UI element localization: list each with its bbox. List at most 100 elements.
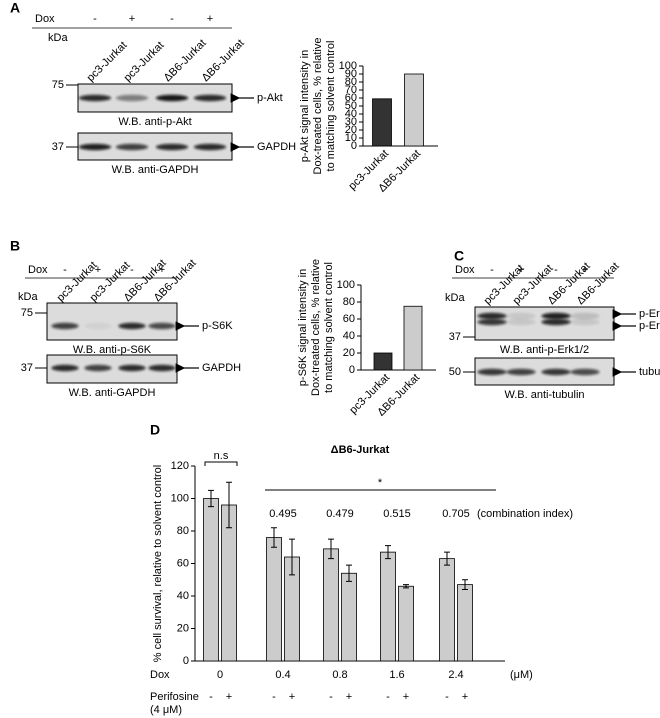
y-axis-label: to matching solvent control: [323, 262, 335, 393]
marker-label: 37: [21, 362, 33, 374]
band: [506, 368, 536, 376]
band: [148, 322, 176, 330]
y-tick-label: 60: [345, 92, 357, 104]
dox-label: Dox: [28, 264, 48, 276]
y-axis-label: p-S6K signal intensity in: [297, 269, 309, 386]
band: [541, 368, 571, 376]
dox-label: Dox: [455, 264, 475, 276]
treatment-sign: -: [272, 691, 276, 703]
y-tick-label: 100: [339, 60, 357, 72]
band: [84, 364, 112, 372]
y-tick-label: 20: [343, 347, 355, 359]
band: [570, 312, 600, 320]
y-tick-label: 70: [345, 84, 357, 96]
band: [155, 94, 189, 102]
kda-label: kDa: [48, 32, 68, 44]
treatment-sign: -: [386, 691, 390, 703]
dox-sign: -: [130, 264, 134, 276]
treatment-sign: +: [403, 691, 409, 703]
y-tick-label: 60: [177, 557, 189, 569]
panel-label: D: [150, 422, 160, 438]
error-bar: [462, 579, 468, 590]
band: [193, 143, 227, 151]
y-tick-label: 40: [177, 590, 189, 602]
target-label: p-Erk1: [639, 308, 660, 320]
error-bar: [208, 489, 214, 508]
y-tick-label: 10: [345, 132, 357, 144]
treatment-sign: -: [329, 691, 333, 703]
ns-bracket: [204, 461, 238, 466]
y-tick-label: 0: [183, 655, 189, 667]
band: [193, 94, 227, 102]
dox-sign: -: [554, 264, 558, 276]
dox-sign: -: [93, 13, 97, 25]
treatment-label: Perifosine: [150, 691, 199, 703]
error-bar: [403, 584, 409, 589]
y-axis-label: Dox-treated cells, % relative: [312, 38, 324, 175]
y-tick-label: 100: [337, 279, 355, 291]
dox-sign: -: [490, 264, 494, 276]
dox-sign: +: [207, 13, 213, 25]
error-bar: [444, 551, 450, 566]
bar: [266, 537, 282, 662]
target-label: GAPDH: [202, 362, 241, 374]
marker-label: 50: [449, 366, 461, 378]
band: [51, 322, 79, 330]
dox-sign: +: [582, 264, 588, 276]
treatment-sign: -: [209, 691, 213, 703]
ns-label: n.s: [214, 450, 229, 462]
treatment-sign: +: [346, 691, 352, 703]
blot-caption: W.B. anti-p-S6K: [73, 344, 152, 356]
panel-label: C: [454, 248, 464, 264]
error-bar: [346, 564, 352, 582]
blot: [46, 302, 178, 341]
band: [78, 143, 112, 151]
band: [51, 364, 79, 372]
band: [118, 322, 146, 330]
y-axis-label: % cell survival, relative to solvent con…: [152, 465, 164, 662]
band: [84, 322, 112, 330]
dox-label: Dox: [35, 13, 55, 25]
y-axis-label: Dox-treated cells, % relative: [310, 259, 322, 396]
y-tick-label: 90: [345, 68, 357, 80]
target-label: p-S6K: [202, 320, 233, 332]
kda-label: kDa: [445, 292, 465, 304]
band: [506, 318, 536, 326]
y-axis-label: to matching solvent control: [325, 41, 337, 172]
dox-sign: +: [518, 264, 524, 276]
dox-sign: +: [95, 264, 101, 276]
bar: [403, 305, 423, 371]
panel-label: B: [10, 238, 20, 254]
y-tick-label: 120: [171, 460, 189, 472]
y-axis-label: p-Akt signal intensity in: [299, 50, 311, 163]
bar: [457, 584, 473, 662]
sig-label: *: [378, 477, 383, 489]
treatment-sign: +: [289, 691, 295, 703]
bar: [373, 352, 393, 371]
panel-label: A: [10, 0, 20, 16]
marker-label: 37: [449, 331, 461, 343]
bar: [323, 548, 339, 662]
x-tick-label: 1.6: [389, 669, 404, 681]
combination-index: 0.495: [269, 508, 297, 520]
y-tick-label: 40: [343, 330, 355, 342]
y-tick-label: 100: [171, 492, 189, 504]
x-axis-label: Dox: [150, 669, 170, 681]
y-tick-label: 40: [345, 108, 357, 120]
treatment-sign: +: [226, 691, 232, 703]
dox-sign: -: [170, 13, 174, 25]
target-label: GAPDH: [257, 141, 296, 153]
dox-sign: +: [159, 264, 165, 276]
combination-label: (combination index): [477, 508, 573, 520]
blot-caption: W.B. anti-GAPDH: [69, 387, 156, 399]
marker-label: 75: [21, 307, 33, 319]
band: [118, 364, 146, 372]
y-tick-label: 0: [351, 140, 357, 152]
bar: [341, 572, 357, 662]
blot-caption: W.B. anti-GAPDH: [112, 164, 199, 176]
band: [148, 364, 176, 372]
bar: [221, 504, 237, 662]
band: [541, 318, 571, 326]
target-label: tubulin: [639, 366, 660, 378]
